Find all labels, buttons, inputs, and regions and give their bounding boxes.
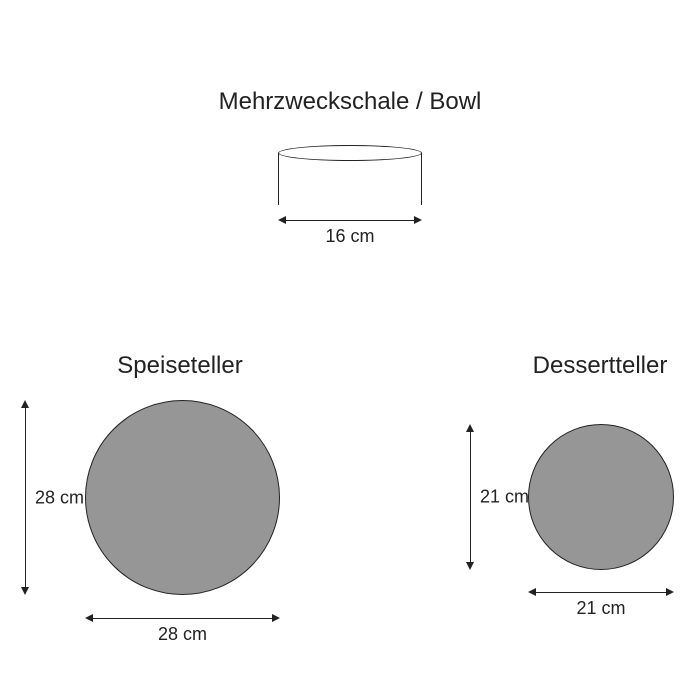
speiseteller-width-label: 28 cm	[85, 624, 280, 645]
bowl-rim-ellipse	[278, 145, 422, 161]
arrow-left-icon	[85, 614, 93, 622]
dessertteller-width-label: 21 cm	[528, 598, 674, 619]
dessertteller-width-dimension: 21 cm	[528, 592, 674, 593]
dessertteller-plate	[528, 424, 674, 570]
bowl-title: Mehrzweckschale / Bowl	[0, 88, 700, 116]
dimension-line	[534, 592, 668, 593]
dimension-line	[284, 220, 416, 221]
arrow-up-icon	[21, 400, 29, 408]
dessertteller-height-label: 21 cm	[480, 487, 529, 508]
dimension-line	[470, 430, 471, 564]
speiseteller-width-dimension: 28 cm	[85, 618, 280, 619]
arrow-left-icon	[528, 588, 536, 596]
arrow-right-icon	[666, 588, 674, 596]
dimension-line	[91, 618, 274, 619]
arrow-right-icon	[414, 216, 422, 224]
arrow-down-icon	[21, 587, 29, 595]
arrow-up-icon	[466, 424, 474, 432]
bowl-width-dimension: 16 cm	[278, 220, 422, 221]
dessertteller-title: Dessertteller	[490, 352, 700, 380]
speiseteller-height-dimension: 28 cm	[25, 400, 26, 595]
bowl-shape	[278, 145, 422, 205]
speiseteller-title: Speiseteller	[65, 352, 295, 380]
arrow-right-icon	[272, 614, 280, 622]
speiseteller-plate	[85, 400, 280, 595]
bowl-width-label: 16 cm	[278, 226, 422, 247]
dimension-line	[25, 406, 26, 589]
dessertteller-height-dimension: 21 cm	[470, 424, 471, 570]
diagram-canvas: Mehrzweckschale / Bowl 16 cm Speisetelle…	[0, 0, 700, 700]
arrow-left-icon	[278, 216, 286, 224]
speiseteller-height-label: 28 cm	[35, 487, 84, 508]
arrow-down-icon	[466, 562, 474, 570]
